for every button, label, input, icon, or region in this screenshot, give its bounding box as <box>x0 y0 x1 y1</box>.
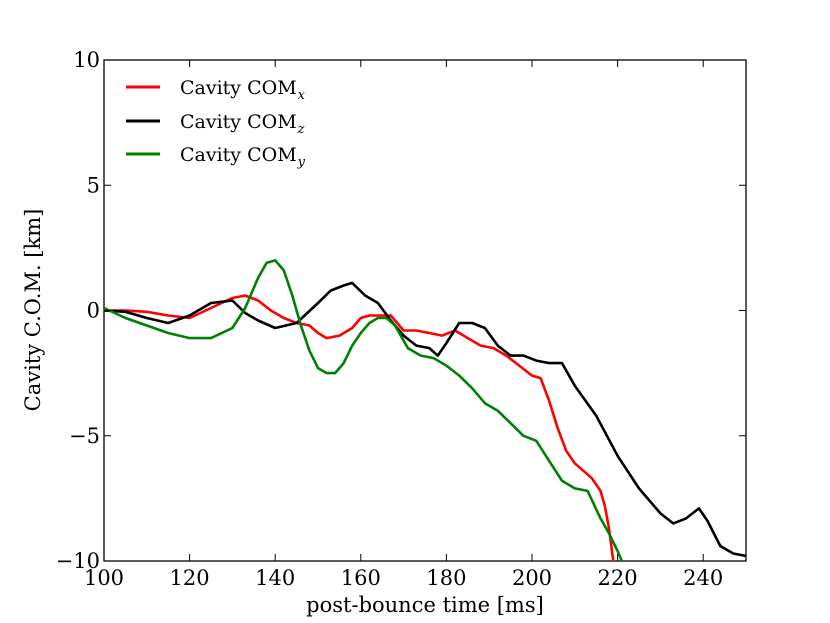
x-tick-label: 200 <box>512 566 552 590</box>
series-line-x <box>104 294 615 561</box>
series-lines <box>104 259 746 561</box>
legend: Cavity COMx Cavity COMz Cavity COMy <box>126 77 306 170</box>
legend-entry-x: Cavity COMx <box>180 77 306 103</box>
x-tick-label: 160 <box>341 566 381 590</box>
series-line-z <box>104 281 746 558</box>
x-tick-label: 100 <box>84 566 124 590</box>
legend-entry-z: Cavity COMz <box>180 111 305 137</box>
x-tick-label: 120 <box>170 566 210 590</box>
x-tick-label: 140 <box>255 566 295 590</box>
legend-entry-y: Cavity COMy <box>180 144 306 170</box>
y-tick-label: −5 <box>69 424 100 448</box>
axis-ticks <box>103 59 746 562</box>
x-tick-label: 180 <box>426 566 466 590</box>
y-axis-label: Cavity C.O.M. [km] <box>21 209 45 412</box>
y-tick-label: −10 <box>56 549 100 573</box>
y-tick-label: 5 <box>87 173 100 197</box>
y-tick-label: 10 <box>73 48 100 72</box>
plot-area-frame <box>103 59 747 562</box>
tick-labels: 100 120 140 160 180 200 220 240 −10 −5 0 5 10 <box>56 48 724 590</box>
x-tick-label: 220 <box>598 566 638 590</box>
y-tick-label: 0 <box>87 299 100 323</box>
series-line-y <box>104 259 624 561</box>
x-tick-label: 240 <box>683 566 723 590</box>
x-axis-label: post-bounce time [ms] <box>306 593 544 617</box>
